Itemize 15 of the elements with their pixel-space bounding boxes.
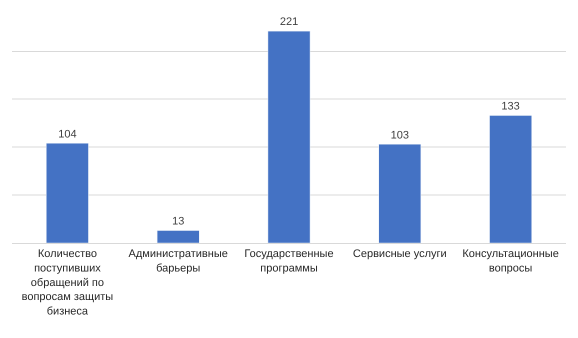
bar [378, 144, 422, 243]
x-tick-label: Государственные программы [244, 248, 334, 274]
x-tick-label: Сервисные услуги [352, 248, 447, 260]
bar [489, 115, 532, 243]
bar [268, 30, 310, 243]
bar [156, 230, 200, 243]
x-tick-label: Консультационные вопросы [462, 248, 559, 274]
x-tick-label: Административные барьеры [128, 248, 228, 274]
data-label: 133 [501, 100, 520, 113]
data-label: 103 [390, 129, 409, 142]
data-label: 13 [172, 216, 184, 228]
data-label: 104 [58, 128, 77, 140]
bar [46, 143, 89, 243]
x-tick-label: Количество поступивших обращений по вопросам защиты бизнеса [22, 248, 114, 318]
data-label: 221 [280, 16, 298, 28]
